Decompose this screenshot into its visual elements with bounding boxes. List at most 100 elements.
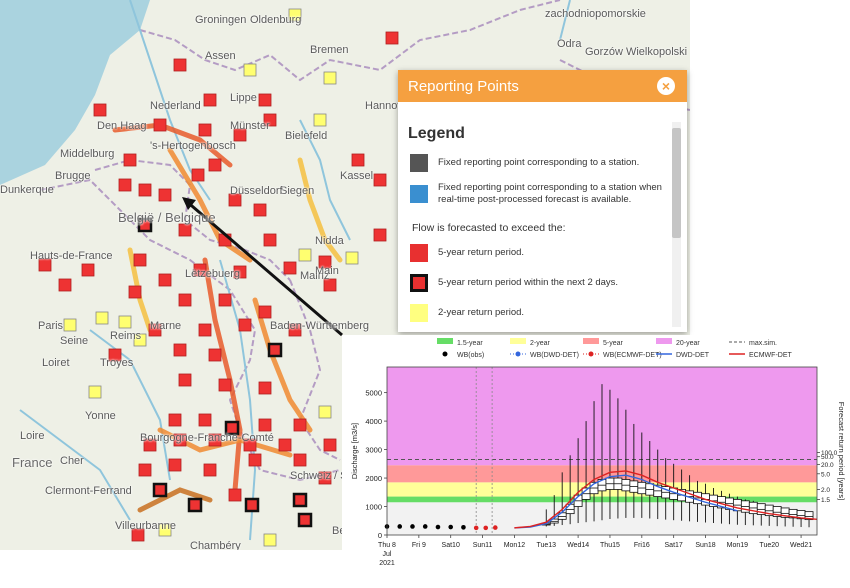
reporting-point-marker — [63, 318, 77, 332]
reporting-point-marker — [187, 497, 203, 513]
map-label: Hauts-de-France — [30, 250, 113, 262]
y-tick-label: 3000 — [365, 446, 382, 455]
map-label: Gorzów Wielkopolski — [585, 46, 688, 58]
reporting-point-marker — [88, 385, 102, 399]
legend-label: 5-year — [603, 340, 624, 347]
legend-label: max.sim. — [749, 340, 777, 347]
map-label: Assen — [205, 50, 236, 62]
reporting-point-marker — [385, 31, 399, 45]
legend-label: 2-year — [530, 340, 551, 347]
wb-obs-point — [422, 524, 428, 529]
reporting-point-marker — [228, 488, 242, 502]
map-label: Bourgogne-Franche-Comté — [140, 432, 274, 444]
reporting-point-marker — [318, 405, 332, 419]
close-icon[interactable]: × — [657, 77, 675, 95]
reporting-point-marker — [138, 183, 152, 197]
reporting-point-marker — [253, 203, 267, 217]
panel-scrollbar-thumb[interactable] — [672, 128, 681, 238]
map-label: Cher — [60, 455, 84, 467]
reporting-point-marker — [208, 348, 222, 362]
legend-label: 20-year — [676, 340, 700, 347]
reporting-point-marker — [293, 453, 307, 467]
wb-obs-point — [448, 524, 454, 530]
reporting-point-marker — [95, 311, 109, 325]
map-label: Düsseldorf — [230, 185, 283, 197]
reporting-point-marker — [351, 153, 365, 167]
map-label: Clermont-Ferrand — [45, 485, 132, 497]
reporting-point-marker — [191, 168, 205, 182]
map-label: Oldenburg — [250, 14, 302, 26]
river-line — [89, 329, 171, 481]
river-line — [219, 259, 257, 541]
x-tick-label: Mon12 — [504, 542, 526, 549]
river-line — [559, 0, 571, 41]
legend-item-2yr: 2-year return period. — [410, 304, 524, 322]
map-label: Brugge — [55, 170, 91, 182]
reporting-point-marker — [233, 265, 247, 279]
forecast-river-segment — [137, 487, 213, 513]
reporting-point-marker — [158, 188, 172, 202]
reporting-point-marker — [263, 233, 277, 247]
reporting-point-marker — [138, 463, 152, 477]
reporting-point-marker — [38, 258, 52, 272]
x-tick-label: Sun18 — [695, 542, 715, 549]
legend-label: WB(obs) — [457, 352, 484, 359]
map-label: Den Haag — [97, 120, 147, 132]
map-label: Lëtzebuerg — [185, 268, 241, 280]
reporting-point-marker — [267, 342, 283, 358]
legend-subtitle: Flow is forecasted to exceed the: — [412, 222, 566, 234]
reporting-point-marker — [81, 263, 95, 277]
reporting-point-marker — [203, 93, 217, 107]
x-tick-label: Sat17 — [665, 542, 683, 549]
map-label: Troyes — [100, 357, 134, 369]
x-tick-label: Sun11 — [473, 542, 493, 549]
river-line — [299, 119, 351, 241]
blue-square-icon — [410, 185, 428, 203]
wb-obs-point — [435, 524, 441, 530]
map-label: Yonne — [85, 410, 116, 422]
map-label: Dunkerque — [0, 184, 54, 196]
legend-swatch — [515, 351, 521, 357]
reporting-point-marker — [58, 278, 72, 292]
reporting-point-marker — [345, 251, 359, 265]
map-label: zachodniopomorskie — [545, 8, 646, 20]
y-tick-label: 0 — [378, 531, 382, 540]
x-tick-label: Thu15 — [600, 542, 620, 549]
reporting-point-marker — [258, 381, 272, 395]
legend-swatch — [437, 338, 453, 344]
x-tick-label: Mon19 — [727, 542, 749, 549]
map-label: Lippe — [230, 92, 257, 104]
reporting-point-marker — [258, 305, 272, 319]
legend-swatch — [442, 351, 448, 357]
reporting-point-marker — [278, 438, 292, 452]
yellow-square-icon — [410, 304, 428, 322]
map-canvas[interactable] — [0, 0, 690, 550]
legend-item-label: Fixed reporting point corresponding to a… — [438, 182, 662, 205]
reporting-point-marker — [208, 433, 222, 447]
y-tick-label: 1000 — [365, 503, 382, 512]
reporting-point-marker — [297, 512, 313, 528]
reporting-point-marker — [263, 113, 277, 127]
reporting-point-marker — [288, 323, 302, 337]
reporting-point-marker — [218, 293, 232, 307]
map-label: Seine — [60, 335, 89, 347]
reporting-point-marker — [224, 420, 240, 436]
arrow-head — [182, 197, 196, 210]
x-tick-label: Wed14 — [567, 542, 589, 549]
sea-area — [0, 0, 150, 185]
legend-swatch — [588, 351, 594, 357]
reporting-point-marker — [128, 285, 142, 299]
legend-item-postprocessed: Fixed reporting point corresponding to a… — [410, 182, 665, 206]
x-tick-label: Thu 8 — [378, 542, 396, 549]
legend-swatch — [583, 338, 599, 344]
reporting-point-marker — [173, 58, 187, 72]
reporting-point-marker — [131, 528, 145, 542]
reporting-point-marker — [313, 113, 327, 127]
reporting-point-marker — [152, 482, 168, 498]
legend-title: Legend — [408, 125, 465, 142]
reporting-point-marker — [258, 93, 272, 107]
map-label: Baden-Württemberg — [270, 320, 370, 332]
reporting-point-marker — [158, 273, 172, 287]
map-label: Bielefeld — [285, 130, 328, 142]
discharge-chart: 1.5-year 2-year 5-year 20-year max.sim. WB(ob… — [342, 335, 850, 588]
